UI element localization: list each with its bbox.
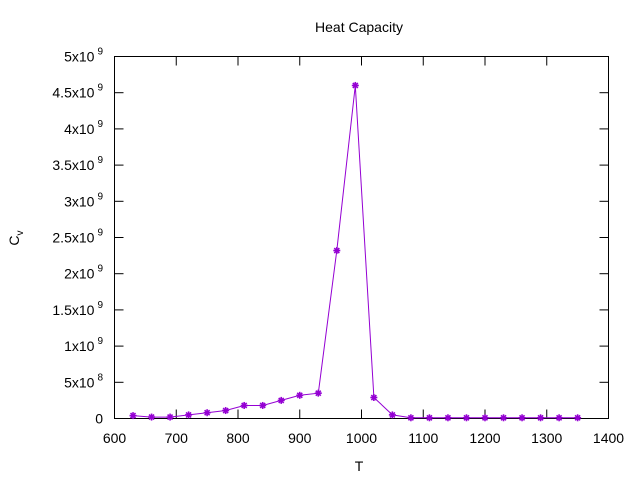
data-point [500, 414, 508, 422]
y-tick-label: 1.5x10 9 [52, 300, 103, 318]
y-tick-label: 1x10 9 [64, 336, 103, 354]
data-point [148, 413, 156, 421]
y-tick-label: 0 [95, 411, 103, 427]
x-tick-label: 900 [288, 430, 312, 446]
data-point [240, 401, 248, 409]
data-point [574, 414, 582, 422]
series-points [129, 81, 582, 422]
chart-title: Heat Capacity [315, 19, 403, 35]
y-axis-label-base: C [6, 235, 22, 245]
tick-labels: 600 700 800 900 1000 1100 1200 1300 1400 0 5x10 8 1x… [52, 47, 624, 447]
data-point [388, 411, 396, 419]
data-point [444, 414, 452, 422]
data-point [518, 414, 526, 422]
x-tick-label: 1100 [408, 430, 438, 446]
data-point [185, 411, 193, 419]
data-point [222, 407, 230, 415]
axis-ticks [114, 56, 609, 419]
data-point [407, 414, 415, 422]
y-axis-label: Cv [6, 230, 26, 245]
y-tick-label: 5x10 8 [64, 372, 103, 390]
y-tick-label: 5x10 9 [64, 47, 103, 65]
data-point [277, 396, 285, 404]
y-tick-label: 3x10 9 [64, 191, 103, 209]
data-point [555, 414, 563, 422]
data-point [351, 81, 359, 89]
y-tick-label: 4.5x10 9 [52, 83, 103, 101]
data-point [481, 414, 489, 422]
data-point [537, 414, 545, 422]
x-tick-label: 1000 [346, 430, 377, 446]
data-point [462, 414, 470, 422]
x-axis-label: T [355, 458, 364, 474]
data-point [129, 412, 137, 420]
data-point [333, 247, 341, 255]
x-tick-label: 600 [103, 430, 127, 446]
y-axis-label-subscript: v [15, 230, 26, 235]
data-point [203, 409, 211, 417]
data-point [370, 394, 378, 402]
data-point [425, 414, 433, 422]
x-tick-label: 1300 [531, 430, 562, 446]
data-point [296, 391, 304, 399]
data-point [166, 413, 174, 421]
data-point [259, 401, 267, 409]
x-tick-label: 800 [226, 430, 250, 446]
y-tick-label: 4x10 9 [64, 119, 103, 137]
y-tick-label: 2x10 9 [64, 264, 103, 282]
y-tick-label: 3.5x10 9 [52, 155, 103, 173]
x-tick-label: 1400 [593, 430, 624, 446]
y-tick-label: 2.5x10 9 [52, 228, 103, 246]
x-tick-label: 1200 [469, 430, 500, 446]
data-point [314, 389, 322, 397]
series-line [132, 85, 578, 419]
x-tick-label: 700 [165, 430, 189, 446]
plot-frame [114, 56, 609, 419]
